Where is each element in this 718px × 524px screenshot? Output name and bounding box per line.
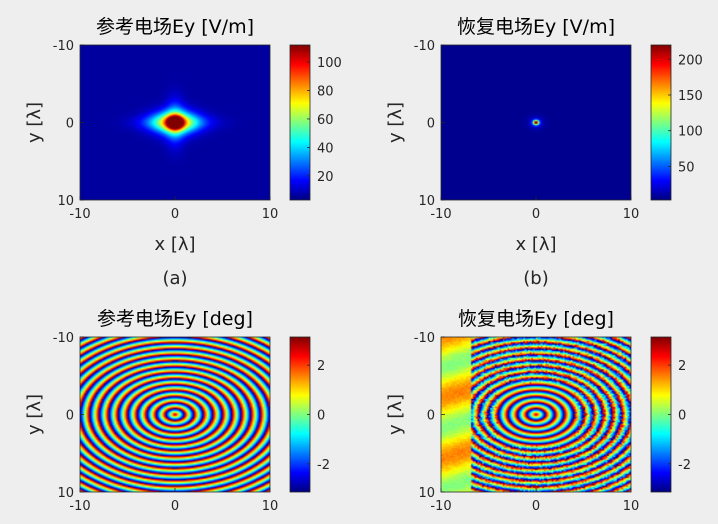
- subplot-4-colorbar-tick-label: -2: [678, 458, 691, 473]
- subplot-3-title: 参考电场Ey [deg]: [97, 308, 253, 330]
- subplot-4-colorbar-tick-label: 0: [678, 409, 686, 424]
- subplot-4-colorbar: [651, 337, 671, 492]
- subplot-1-title: 参考电场Ey [V/m]: [96, 16, 254, 38]
- subplot-1-colorbar-tick-label: 20: [317, 170, 334, 185]
- subplot-3-ytick-label: 0: [66, 409, 74, 424]
- subplot-4-ytick-label: -10: [414, 331, 435, 346]
- subplot-1-colorbar-tick-label: 100: [317, 56, 342, 71]
- subplot-2-ytick-label: 10: [418, 194, 435, 209]
- subplot-4-ytick-label: 0: [427, 409, 435, 424]
- subplot-2-xtick-label: -10: [430, 207, 451, 222]
- subplot-4-title: 恢复电场Ey [deg]: [458, 308, 614, 330]
- subplot-2-colorbar: [651, 45, 671, 200]
- subplot-3-ytick-label: 10: [57, 486, 74, 501]
- subplot-2-ytick-label: -10: [414, 39, 435, 54]
- subplot-2-title: 恢复电场Ey [V/m]: [457, 16, 615, 38]
- subplot-3-colorbar-tick-label: 0: [317, 409, 325, 424]
- subplot-4-colorbar-tick-label: 2: [678, 359, 686, 374]
- subplot-3-colorbar: [290, 337, 310, 492]
- subplot-2-heatmap: [441, 45, 631, 200]
- subplot-1-ytick-label: 0: [66, 117, 74, 132]
- subplot-2-colorbar-box: [650, 44, 672, 201]
- subplot-1-xtick-label: -10: [69, 207, 90, 222]
- subplot-1-ytick-label: 10: [57, 194, 74, 209]
- subplot-3-ytick-label: -10: [53, 331, 74, 346]
- subplot-1-ylabel: y [λ]: [24, 102, 45, 143]
- subplot-2-colorbar-tick-label: 150: [678, 89, 703, 104]
- subplot-3-xtick-label: 0: [171, 499, 179, 514]
- subplot-1-heatmap: [80, 45, 270, 200]
- subplot-1-xtick-label: 10: [262, 207, 279, 222]
- subplot-3-xtick-label: 10: [262, 499, 279, 514]
- subplot-2-subtitle: (b): [523, 268, 548, 289]
- subplot-2-ylabel: y [λ]: [385, 102, 406, 143]
- subplot-2-colorbar-tick-label: 100: [678, 125, 703, 140]
- subplot-3-colorbar-tick-label: 2: [317, 359, 325, 374]
- subplot-1-xtick-label: 0: [171, 207, 179, 222]
- subplot-3-heatmap: [80, 337, 270, 492]
- subplot-1-colorbar-tick-label: 40: [317, 141, 334, 156]
- subplot-2-xlabel: x [λ]: [515, 234, 556, 255]
- subplot-4-xtick-label: 10: [623, 499, 640, 514]
- subplot-2-colorbar-tick-label: 200: [678, 53, 703, 68]
- subplot-2-xtick-label: 0: [532, 207, 540, 222]
- subplot-1-colorbar-box: [289, 44, 311, 201]
- subplot-3-colorbar-tick-label: -2: [317, 458, 330, 473]
- subplot-1-colorbar-tick-label: 60: [317, 113, 334, 128]
- subplot-4-ylabel: y [λ]: [385, 394, 406, 435]
- subplot-1-colorbar: [290, 45, 310, 200]
- subplot-1-colorbar-tick-label: 80: [317, 85, 334, 100]
- subplot-3-xtick-label: -10: [69, 499, 90, 514]
- subplot-2-colorbar-tick-label: 50: [678, 160, 695, 175]
- subplot-4-xtick-label: -10: [430, 499, 451, 514]
- subplot-4-ytick-label: 10: [418, 486, 435, 501]
- subplot-1-subtitle: (a): [162, 268, 187, 289]
- subplot-4-xtick-label: 0: [532, 499, 540, 514]
- subplot-4-heatmap: [441, 337, 631, 492]
- subplot-2-ytick-label: 0: [427, 117, 435, 132]
- subplot-1-xlabel: x [λ]: [154, 234, 195, 255]
- subplot-2-xtick-label: 10: [623, 207, 640, 222]
- subplot-1-ytick-label: -10: [53, 39, 74, 54]
- subplot-3-ylabel: y [λ]: [24, 394, 45, 435]
